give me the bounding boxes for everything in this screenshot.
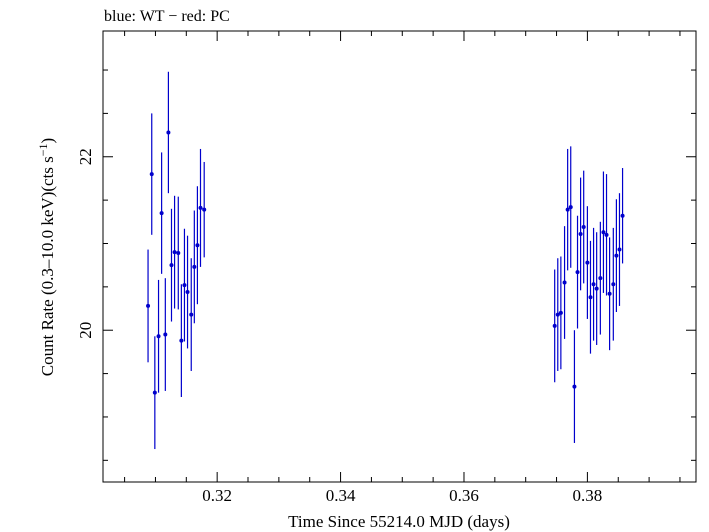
- data-point: [163, 278, 168, 391]
- point-marker: [146, 303, 151, 308]
- point-marker: [172, 250, 177, 255]
- data-point: [598, 221, 603, 335]
- data-point: [568, 146, 573, 268]
- point-marker: [192, 264, 197, 269]
- y-axis-title-superscript: −1: [36, 143, 50, 156]
- point-marker: [195, 243, 200, 248]
- data-point: [202, 161, 207, 258]
- data-point: [182, 228, 187, 342]
- point-marker: [163, 332, 168, 337]
- point-marker: [179, 338, 184, 343]
- point-marker: [604, 232, 609, 237]
- point-marker: [558, 310, 563, 315]
- point-marker: [555, 312, 560, 317]
- point-marker: [156, 334, 161, 339]
- data-point: [159, 152, 164, 274]
- point-marker: [607, 291, 612, 296]
- data-point: [617, 193, 622, 306]
- point-marker: [159, 211, 164, 216]
- data-point: [552, 269, 557, 383]
- point-marker: [182, 283, 187, 288]
- x-axis-title: Time Since 55214.0 MJD (days): [288, 512, 510, 531]
- y-tick-label: 22: [76, 148, 95, 165]
- point-marker: [572, 384, 577, 389]
- point-marker: [176, 251, 181, 256]
- point-marker: [562, 280, 567, 285]
- data-point: [575, 215, 580, 329]
- point-marker: [594, 286, 599, 291]
- data-point: [614, 199, 619, 313]
- data-point: [172, 195, 177, 309]
- data-point: [176, 196, 181, 310]
- y-tick-label: 20: [76, 322, 95, 339]
- y-axis-title: Count Rate (0.3–10.0 keV)(cts s−1): [36, 138, 57, 376]
- data-point: [591, 227, 596, 341]
- data-point: [581, 170, 586, 284]
- point-marker: [614, 253, 619, 258]
- data-point: [607, 237, 612, 351]
- point-marker: [585, 260, 590, 265]
- point-marker: [185, 290, 190, 295]
- data-point: [620, 168, 625, 264]
- data-point: [146, 249, 151, 363]
- point-marker: [620, 213, 625, 218]
- point-marker: [152, 390, 157, 395]
- point-marker: [568, 205, 573, 210]
- data-point: [601, 171, 606, 293]
- data-points: [146, 71, 625, 450]
- data-point: [185, 235, 190, 349]
- data-point: [611, 227, 616, 341]
- x-tick-label: 0.32: [202, 486, 232, 505]
- x-tick-label: 0.36: [449, 486, 479, 505]
- point-marker: [198, 205, 203, 210]
- data-point: [189, 258, 194, 371]
- point-marker: [611, 282, 616, 287]
- data-point: [195, 186, 200, 305]
- point-marker: [581, 225, 586, 230]
- data-point: [156, 279, 161, 393]
- data-point: [169, 208, 174, 322]
- data-point: [555, 258, 560, 371]
- data-point: [166, 71, 171, 194]
- x-tick-label: 0.38: [573, 486, 603, 505]
- plot-frame: [102, 30, 697, 483]
- point-marker: [189, 312, 194, 317]
- point-marker: [617, 247, 622, 252]
- data-point: [152, 336, 157, 450]
- point-marker: [601, 230, 606, 235]
- point-marker: [202, 207, 207, 212]
- data-point: [192, 210, 197, 324]
- y-axis-title-tail: ): [38, 138, 57, 144]
- point-marker: [149, 172, 154, 177]
- point-marker: [598, 276, 603, 281]
- data-point: [198, 148, 203, 267]
- data-point: [585, 206, 590, 319]
- chart-title: blue: WT − red: PC: [104, 8, 230, 25]
- point-marker: [565, 207, 570, 212]
- axis-tick-labels: 0.32 0.34 0.36 0.38 20 22: [76, 148, 602, 505]
- point-marker: [552, 323, 557, 328]
- point-marker: [578, 231, 583, 236]
- point-marker: [591, 282, 596, 287]
- data-point: [149, 113, 154, 235]
- x-tick-label: 0.34: [326, 486, 356, 505]
- point-marker: [588, 295, 593, 300]
- axis-ticks: [103, 31, 696, 482]
- data-point: [565, 148, 570, 271]
- y-axis-title-main: Count Rate (0.3–10.0 keV)(cts s: [38, 156, 57, 376]
- data-point: [558, 256, 563, 370]
- point-marker: [169, 263, 174, 268]
- data-point: [578, 177, 583, 291]
- data-point: [594, 232, 599, 345]
- data-point: [604, 174, 609, 296]
- data-point: [588, 240, 593, 354]
- point-marker: [575, 270, 580, 275]
- data-point: [572, 330, 577, 443]
- point-marker: [166, 130, 171, 135]
- data-point: [562, 226, 567, 339]
- data-point: [179, 284, 184, 398]
